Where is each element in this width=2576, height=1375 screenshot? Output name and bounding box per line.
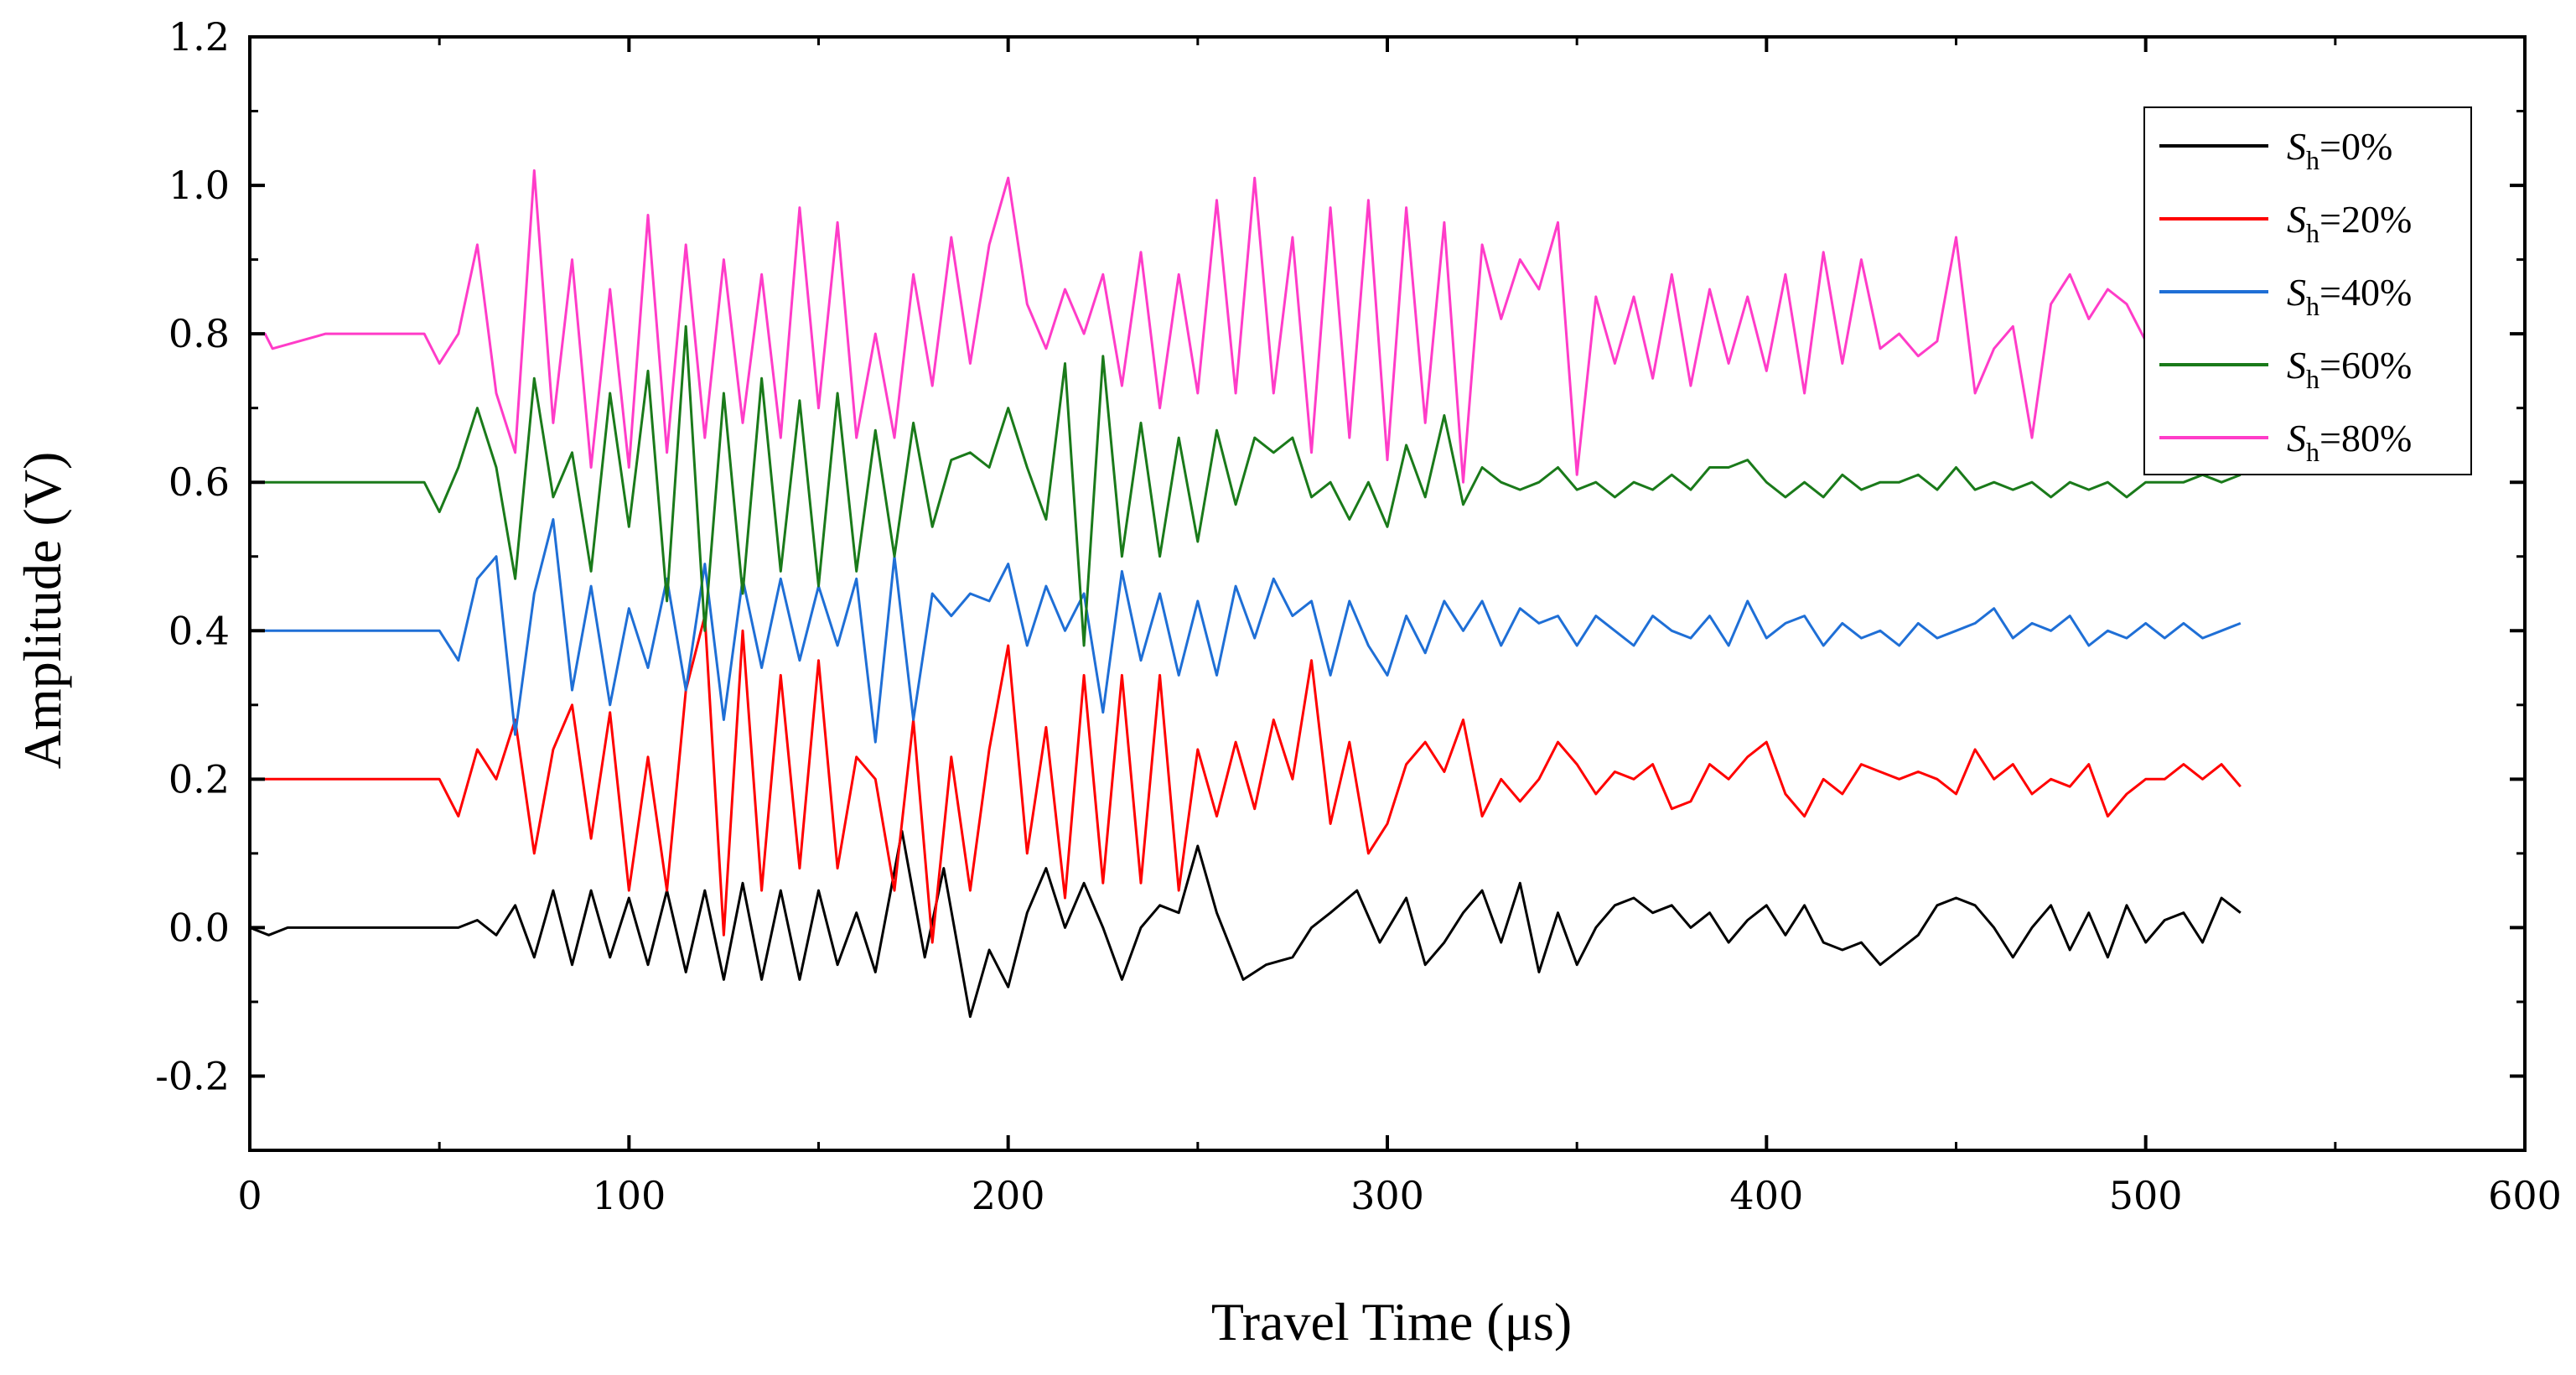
legend-label-symbol: S (2287, 344, 2306, 387)
series-line-4 (250, 169, 2242, 484)
y-tick-label: 1.2 (168, 14, 230, 60)
legend: Sh=0%Sh=20%Sh=40%Sh=60%Sh=80% (2143, 106, 2472, 475)
legend-label-symbol: S (2287, 125, 2306, 168)
x-tick-label: 200 (972, 1173, 1045, 1218)
x-tick-label: 100 (592, 1173, 666, 1218)
legend-label-suffix: =20% (2319, 198, 2412, 241)
legend-label: Sh=80% (2287, 417, 2412, 467)
legend-label-subscript: h (2306, 291, 2319, 321)
legend-label-symbol: S (2287, 198, 2306, 241)
ticks-layer: 0 100 200 300 400 500 600 -0.2 0.0 0.2 0.4 0.6 0.8 1.… (155, 14, 2562, 1218)
y-tick-label: 0.8 (168, 311, 230, 356)
legend-label: Sh=60% (2287, 344, 2412, 394)
y-tick-label: 0.6 (168, 459, 230, 505)
legend-label: Sh=20% (2287, 198, 2412, 248)
legend-label-symbol: S (2287, 271, 2306, 314)
legend-label-subscript: h (2306, 145, 2319, 175)
y-axis-title: Amplitude (V) (13, 452, 72, 770)
legend-label-suffix: =60% (2319, 344, 2412, 387)
series-layer (249, 169, 2242, 1019)
legend-label-subscript: h (2306, 364, 2319, 394)
legend-label-subscript: h (2306, 437, 2319, 467)
series-line-2 (250, 518, 2242, 744)
x-axis-title: Travel Time (μs) (1211, 1292, 1572, 1352)
legend-label: Sh=0% (2287, 125, 2392, 175)
series-line-3 (250, 324, 2242, 647)
legend-label-symbol: S (2287, 417, 2306, 459)
legend-label-suffix: =40% (2319, 271, 2412, 314)
legend-label: Sh=40% (2287, 271, 2412, 321)
x-tick-label: 300 (1350, 1173, 1424, 1218)
x-tick-label: 0 (237, 1173, 262, 1218)
legend-label-subscript: h (2306, 218, 2319, 248)
y-tick-label: 0.4 (168, 608, 230, 653)
x-tick-label: 400 (1729, 1173, 1803, 1218)
x-tick-label: 600 (2488, 1173, 2562, 1218)
x-tick-label: 500 (2109, 1173, 2183, 1218)
y-tick-label: -0.2 (155, 1053, 230, 1098)
y-tick-label: 1.0 (168, 163, 230, 208)
legend-label-suffix: =80% (2319, 417, 2412, 459)
y-tick-label: 0.0 (168, 905, 230, 950)
series-line-1 (250, 615, 2242, 944)
y-tick-label: 0.2 (168, 756, 230, 802)
series-line-0 (249, 829, 2242, 1019)
legend-label-suffix: =0% (2319, 125, 2392, 168)
